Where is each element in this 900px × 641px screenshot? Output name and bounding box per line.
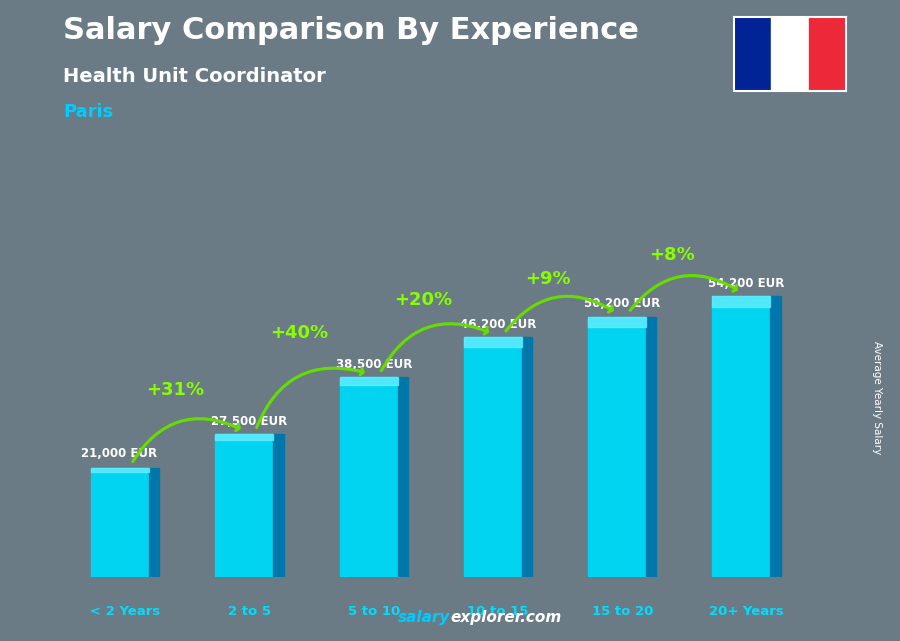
Text: Paris: Paris [63, 103, 113, 121]
Text: 10 to 15: 10 to 15 [467, 605, 528, 619]
Text: 46,200 EUR: 46,200 EUR [460, 318, 536, 331]
Bar [398, 378, 408, 577]
Text: < 2 Years: < 2 Years [90, 605, 160, 619]
Text: 5 to 10: 5 to 10 [347, 605, 400, 619]
Text: 27,500 EUR: 27,500 EUR [212, 415, 288, 428]
Text: +31%: +31% [146, 381, 204, 399]
Bar [588, 317, 646, 577]
Text: +9%: +9% [525, 270, 571, 288]
Bar [770, 296, 780, 577]
Text: Salary Comparison By Experience: Salary Comparison By Experience [63, 16, 639, 45]
Bar [339, 378, 398, 385]
Text: +40%: +40% [270, 324, 328, 342]
Text: +20%: +20% [394, 290, 453, 308]
Text: Health Unit Coordinator: Health Unit Coordinator [63, 67, 326, 87]
Text: 21,000 EUR: 21,000 EUR [81, 447, 157, 460]
Bar [522, 337, 532, 577]
Bar [339, 378, 398, 577]
Text: 54,200 EUR: 54,200 EUR [708, 277, 785, 290]
Bar [808, 17, 846, 91]
Text: 50,200 EUR: 50,200 EUR [584, 297, 661, 310]
Bar [646, 317, 656, 577]
Bar [91, 468, 149, 472]
Bar [274, 435, 284, 577]
Text: Average Yearly Salary: Average Yearly Salary [872, 341, 883, 454]
Text: explorer.com: explorer.com [450, 610, 562, 625]
Text: salary: salary [398, 610, 450, 625]
Bar [464, 337, 522, 347]
Bar [734, 17, 771, 91]
Bar [215, 435, 274, 577]
Bar [771, 17, 808, 91]
Text: 2 to 5: 2 to 5 [228, 605, 271, 619]
Bar [149, 468, 159, 577]
Text: +8%: +8% [649, 246, 695, 265]
Text: 15 to 20: 15 to 20 [591, 605, 653, 619]
Bar [464, 337, 522, 577]
Text: 38,500 EUR: 38,500 EUR [336, 358, 412, 371]
Text: 20+ Years: 20+ Years [709, 605, 784, 619]
Bar [215, 435, 274, 440]
Bar [713, 296, 770, 307]
Bar [91, 468, 149, 577]
Bar [713, 296, 770, 577]
Bar [588, 317, 646, 327]
